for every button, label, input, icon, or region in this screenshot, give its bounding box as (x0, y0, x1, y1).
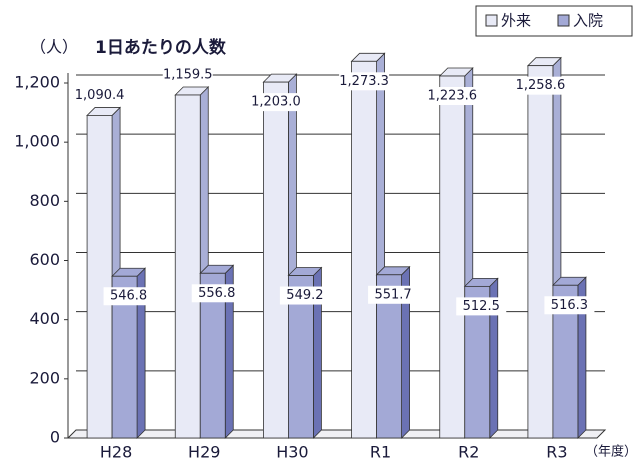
y-tick-label: 600 (29, 250, 60, 269)
legend-swatch (485, 14, 498, 27)
floor (66, 429, 607, 439)
x-tick-label: R3 (546, 443, 567, 462)
value-label: 1,273.3 (339, 74, 389, 89)
x-tick-label: H28 (100, 443, 132, 462)
x-tick-label: R2 (458, 443, 479, 462)
value-label: 516.3 (551, 298, 588, 313)
value-label-bg (103, 287, 154, 306)
value-label-bg (427, 87, 478, 106)
x-axis-label: （年度） (585, 444, 637, 460)
legend-box (475, 5, 633, 37)
value-label-bg (74, 86, 125, 105)
value-label-bg (544, 296, 595, 315)
value-label: 546.8 (110, 289, 147, 304)
value-label-bg (279, 286, 330, 305)
bar-face (351, 60, 377, 439)
value-label-bg (515, 76, 566, 95)
value-label: 551.7 (374, 287, 411, 302)
value-label: 549.2 (286, 288, 323, 303)
value-label-bg (191, 284, 242, 303)
value-label-bg (368, 285, 419, 304)
value-label: 512.5 (463, 299, 500, 314)
legend-swatch (557, 14, 570, 27)
bar (111, 267, 147, 439)
bar-face (263, 81, 289, 439)
y-axis-label: （人） (30, 38, 78, 57)
bar (438, 67, 474, 439)
value-label-bg (456, 297, 507, 316)
value-label-bg (250, 93, 301, 112)
y-tick-label: 1,200 (14, 73, 60, 92)
value-label: 1,159.5 (163, 67, 213, 82)
bar-face (86, 115, 113, 439)
legend-label: 外来 (501, 12, 531, 30)
x-tick-label: H30 (276, 443, 308, 462)
bar-face (174, 94, 201, 439)
value-label: 556.8 (198, 286, 235, 301)
x-tick-label: R1 (370, 443, 391, 462)
value-label: 1,203.0 (251, 95, 301, 110)
chart-title: 1日あたりの人数 (95, 37, 227, 58)
legend-label: 入院 (573, 12, 603, 30)
y-tick-label: 400 (29, 309, 60, 328)
y-tick-label: 1,000 (14, 132, 60, 151)
value-label-bg (162, 65, 213, 84)
y-tick-label: 0 (50, 428, 60, 447)
value-label: 1,223.6 (427, 89, 477, 104)
x-tick-label: H29 (188, 443, 220, 462)
bar-face (439, 75, 466, 439)
value-label: 1,090.4 (75, 88, 125, 103)
bar (375, 265, 411, 439)
value-label-bg (339, 72, 390, 91)
value-label: 1,258.6 (516, 78, 566, 93)
y-tick-label: 200 (29, 368, 60, 387)
bar-face (527, 65, 554, 439)
y-tick-label: 800 (29, 191, 60, 210)
